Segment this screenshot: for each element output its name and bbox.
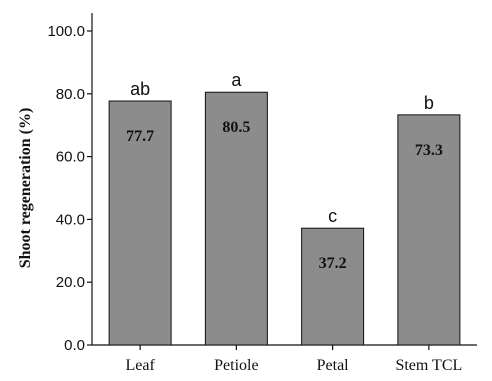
y-tick-label: 20.0 xyxy=(56,274,85,291)
y-tick-label: 60.0 xyxy=(56,149,85,166)
y-tick-label: 0.0 xyxy=(64,337,85,354)
y-axis-title: Shoot regeneration (%) xyxy=(17,108,34,269)
data-label: 37.2 xyxy=(319,255,347,272)
bars xyxy=(108,91,461,346)
data-label: 73.3 xyxy=(415,142,443,159)
y-tick-label: 80.0 xyxy=(56,86,85,103)
x-tick-label: Leaf xyxy=(125,357,155,374)
x-tick-label: Petiole xyxy=(214,357,258,374)
bar xyxy=(397,114,461,346)
significance-letter: b xyxy=(424,93,434,113)
y-axis: 0.0 20.0 40.0 60.0 80.0 100.0 xyxy=(47,13,93,354)
data-label: 80.5 xyxy=(222,119,250,136)
y-tick-label: 100.0 xyxy=(47,23,85,40)
significance-letter: a xyxy=(231,70,242,90)
bar xyxy=(301,227,365,346)
significance-letter: ab xyxy=(130,79,150,99)
y-tick-label: 40.0 xyxy=(56,211,85,228)
bar xyxy=(108,100,172,346)
significance-letter: c xyxy=(328,206,337,226)
bar xyxy=(204,91,268,346)
x-tick-label: Petal xyxy=(317,357,350,374)
x-tick-label: Stem TCL xyxy=(395,357,462,374)
bar-labels: 77.7 ab 80.5 a 37.2 c 73.3 b xyxy=(126,70,443,272)
data-label: 77.7 xyxy=(126,128,154,145)
